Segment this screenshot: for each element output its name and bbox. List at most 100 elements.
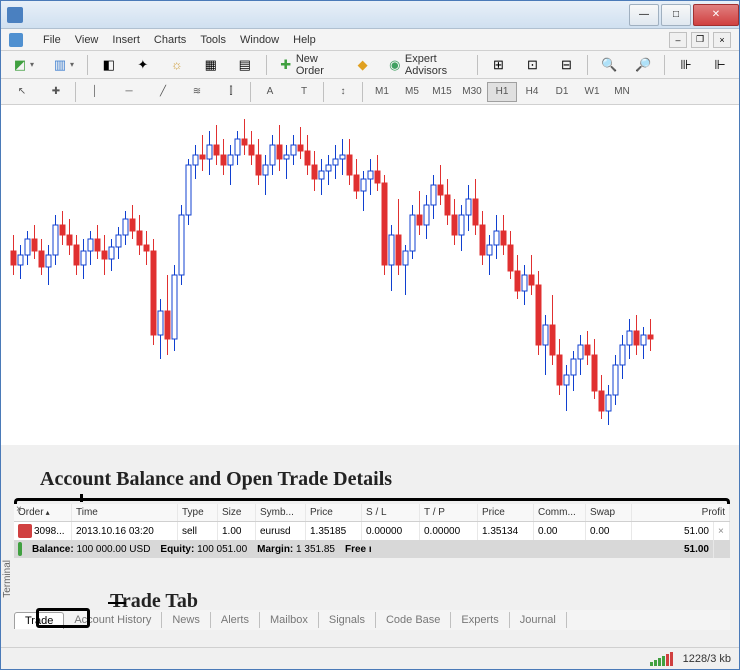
- trade-row[interactable]: 3098... 2013.10.16 03:20 sell 1.00 eurus…: [14, 522, 730, 540]
- window-minimize-button[interactable]: —: [629, 4, 659, 26]
- header-time[interactable]: Time: [72, 504, 178, 521]
- candle-chart-button[interactable]: ⊩: [707, 54, 733, 76]
- plus-icon: ◩: [12, 57, 28, 73]
- terminal-icon: ▦: [203, 57, 219, 73]
- header-sl[interactable]: S / L: [362, 504, 420, 521]
- timeframe-mn-button[interactable]: MN: [607, 82, 637, 102]
- timeframe-w1-button[interactable]: W1: [577, 82, 607, 102]
- window-close-button[interactable]: ✕: [693, 4, 739, 26]
- menu-help[interactable]: Help: [293, 34, 316, 46]
- doc-icon: [9, 33, 23, 47]
- header-price2[interactable]: Price: [478, 504, 534, 521]
- menu-file[interactable]: File: [43, 34, 61, 46]
- hline-button[interactable]: ─: [114, 82, 144, 102]
- account-summary-row: Balance: 100 000.00 USD Equity: 100 051.…: [14, 540, 730, 558]
- timeframe-h1-button[interactable]: H1: [487, 82, 517, 102]
- cell-symbol: eurusd: [256, 522, 306, 540]
- header-comm[interactable]: Comm...: [534, 504, 586, 521]
- alert-icon: ◆: [355, 57, 371, 73]
- template-button[interactable]: ⊟: [553, 54, 579, 76]
- cell-comm: 0.00: [534, 522, 586, 540]
- tab-experts[interactable]: Experts: [451, 612, 509, 628]
- mdi-restore-button[interactable]: ❐: [691, 32, 709, 48]
- new-order-button[interactable]: ✚New Order: [275, 54, 342, 76]
- timeframe-d1-button[interactable]: D1: [547, 82, 577, 102]
- terminal-close-button[interactable]: ×: [16, 504, 26, 514]
- annotation-account-balance: Account Balance and Open Trade Details: [40, 468, 392, 491]
- header-tp[interactable]: T / P: [420, 504, 478, 521]
- tab-journal[interactable]: Journal: [510, 612, 567, 628]
- market-icon: ◧: [101, 57, 117, 73]
- mdi-close-button[interactable]: ×: [713, 32, 731, 48]
- header-profit[interactable]: Profit: [632, 504, 730, 521]
- header-size[interactable]: Size: [218, 504, 256, 521]
- titlebar: — □ ✕: [1, 1, 739, 29]
- arrows-button[interactable]: ↕: [328, 82, 358, 102]
- profiles-button[interactable]: ▥▾: [47, 54, 79, 76]
- ind-icon: ⊞: [490, 57, 506, 73]
- tab-mailbox[interactable]: Mailbox: [260, 612, 319, 628]
- terminal-button[interactable]: ▦: [198, 54, 224, 76]
- crosshair-button[interactable]: ✚: [41, 82, 71, 102]
- tab-signals[interactable]: Signals: [319, 612, 376, 628]
- candle-icon: ⊩: [712, 57, 728, 73]
- fibo-button[interactable]: ⫿: [216, 82, 246, 102]
- chart-area[interactable]: [1, 105, 739, 445]
- strategy-tester-button[interactable]: ▤: [232, 54, 258, 76]
- cell-tp: 0.00000: [420, 522, 478, 540]
- zoom-in-button[interactable]: 🔍: [596, 54, 622, 76]
- tab-alerts[interactable]: Alerts: [211, 612, 260, 628]
- annotation-bracket-stem-2: [108, 602, 126, 604]
- header-price[interactable]: Price: [306, 504, 362, 521]
- cursor-button[interactable]: ↖: [7, 82, 37, 102]
- menu-view[interactable]: View: [75, 34, 99, 46]
- channel-button[interactable]: ≋: [182, 82, 212, 102]
- cell-profit: 51.00: [632, 522, 714, 540]
- text-button[interactable]: A: [255, 82, 285, 102]
- nav-icon: ✦: [135, 57, 151, 73]
- market-watch-button[interactable]: ◧: [96, 54, 122, 76]
- mdi-minimize-button[interactable]: –: [669, 32, 687, 48]
- menu-insert[interactable]: Insert: [112, 34, 140, 46]
- app-icon: [7, 7, 23, 23]
- tab-code-base[interactable]: Code Base: [376, 612, 451, 628]
- menu-charts[interactable]: Charts: [154, 34, 186, 46]
- header-type[interactable]: Type: [178, 504, 218, 521]
- timeframe-m15-button[interactable]: M15: [427, 82, 457, 102]
- timeframe-m5-button[interactable]: M5: [397, 82, 427, 102]
- annotation-bracket-stem: [80, 494, 83, 502]
- menu-window[interactable]: Window: [240, 34, 279, 46]
- bar-icon: ⊪: [678, 57, 694, 73]
- timeframe-m1-button[interactable]: M1: [367, 82, 397, 102]
- navigator-button[interactable]: ✦: [130, 54, 156, 76]
- tab-account-history[interactable]: Account History: [64, 612, 162, 628]
- periodicity-button[interactable]: ⊡: [519, 54, 545, 76]
- tpl-icon: ⊟: [558, 57, 574, 73]
- header-symbol[interactable]: Symb...: [256, 504, 306, 521]
- cell-price2: 1.35134: [478, 522, 534, 540]
- new-chart-button[interactable]: ◩▾: [7, 54, 39, 76]
- menu-tools[interactable]: Tools: [200, 34, 226, 46]
- metaquotes-button[interactable]: ◆: [350, 54, 376, 76]
- zoom-out-button[interactable]: 🔎: [630, 54, 656, 76]
- expert-advisors-button[interactable]: ◉Expert Advisors: [384, 54, 469, 76]
- cell-sl: 0.00000: [362, 522, 420, 540]
- window-maximize-button[interactable]: □: [661, 4, 691, 26]
- header-swap[interactable]: Swap: [586, 504, 632, 521]
- vline-button[interactable]: │: [80, 82, 110, 102]
- indicators-button[interactable]: ⊞: [485, 54, 511, 76]
- terminal-label: Terminal: [2, 560, 13, 598]
- tab-trade[interactable]: Trade: [14, 612, 64, 629]
- close-trade-button[interactable]: ×: [714, 522, 730, 540]
- summary-profit: 51.00: [371, 540, 715, 558]
- toolbar-main: ◩▾ ▥▾ ◧ ✦ ☼ ▦ ▤ ✚New Order ◆ ◉Expert Adv…: [1, 51, 739, 79]
- tab-news[interactable]: News: [162, 612, 211, 628]
- cell-time: 2013.10.16 03:20: [72, 522, 178, 540]
- timeframe-m30-button[interactable]: M30: [457, 82, 487, 102]
- trendline-button[interactable]: ╱: [148, 82, 178, 102]
- period-icon: ⊡: [524, 57, 540, 73]
- timeframe-h4-button[interactable]: H4: [517, 82, 547, 102]
- label-button[interactable]: T: [289, 82, 319, 102]
- bar-chart-button[interactable]: ⊪: [673, 54, 699, 76]
- data-window-button[interactable]: ☼: [164, 54, 190, 76]
